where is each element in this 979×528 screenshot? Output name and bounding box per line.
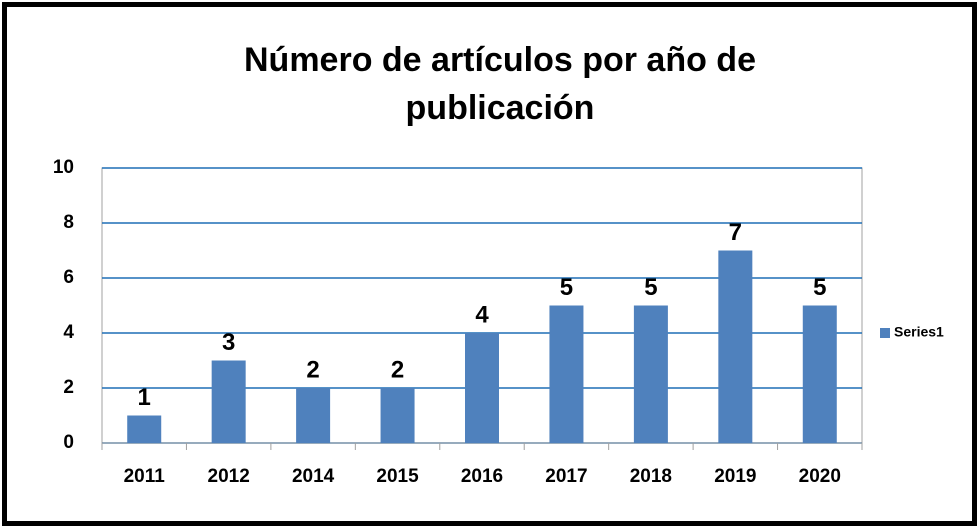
legend-swatch bbox=[880, 328, 890, 338]
x-tick-label: 2011 bbox=[124, 466, 166, 487]
data-label: 2 bbox=[391, 356, 404, 383]
data-label: 2 bbox=[306, 356, 319, 383]
bar bbox=[802, 305, 837, 443]
y-tick-label: 6 bbox=[63, 267, 74, 288]
y-tick-label: 10 bbox=[53, 157, 74, 178]
x-tick-label: 2016 bbox=[461, 466, 503, 487]
x-tick-label: 2020 bbox=[799, 466, 841, 487]
bar bbox=[380, 388, 415, 443]
bar bbox=[465, 333, 499, 443]
legend-label: Series1 bbox=[894, 324, 944, 340]
data-label: 4 bbox=[475, 301, 489, 328]
data-label: 7 bbox=[729, 219, 742, 246]
data-label: 5 bbox=[560, 274, 573, 301]
bar bbox=[211, 360, 246, 443]
x-tick-label: 2019 bbox=[714, 466, 756, 487]
bar bbox=[127, 415, 162, 443]
y-tick-label: 0 bbox=[63, 432, 74, 453]
data-label: 3 bbox=[222, 329, 235, 356]
x-tick-label: 2015 bbox=[376, 466, 419, 487]
chart-title: Número de artículos por año de publicaci… bbox=[244, 41, 756, 127]
x-tick-label: 2018 bbox=[630, 466, 672, 487]
y-tick-label: 2 bbox=[63, 377, 74, 398]
bar bbox=[296, 388, 331, 443]
x-tick-label: 2012 bbox=[208, 466, 250, 487]
x-tick-label: 2014 bbox=[292, 466, 335, 487]
data-label: 1 bbox=[138, 384, 151, 411]
y-tick-label: 4 bbox=[63, 322, 74, 343]
bar bbox=[549, 305, 584, 443]
x-tick-label: 2017 bbox=[545, 466, 587, 487]
data-label: 5 bbox=[813, 274, 826, 301]
bar bbox=[633, 305, 668, 443]
data-label: 5 bbox=[644, 274, 657, 301]
y-tick-label: 8 bbox=[63, 212, 74, 233]
bar bbox=[718, 250, 753, 443]
